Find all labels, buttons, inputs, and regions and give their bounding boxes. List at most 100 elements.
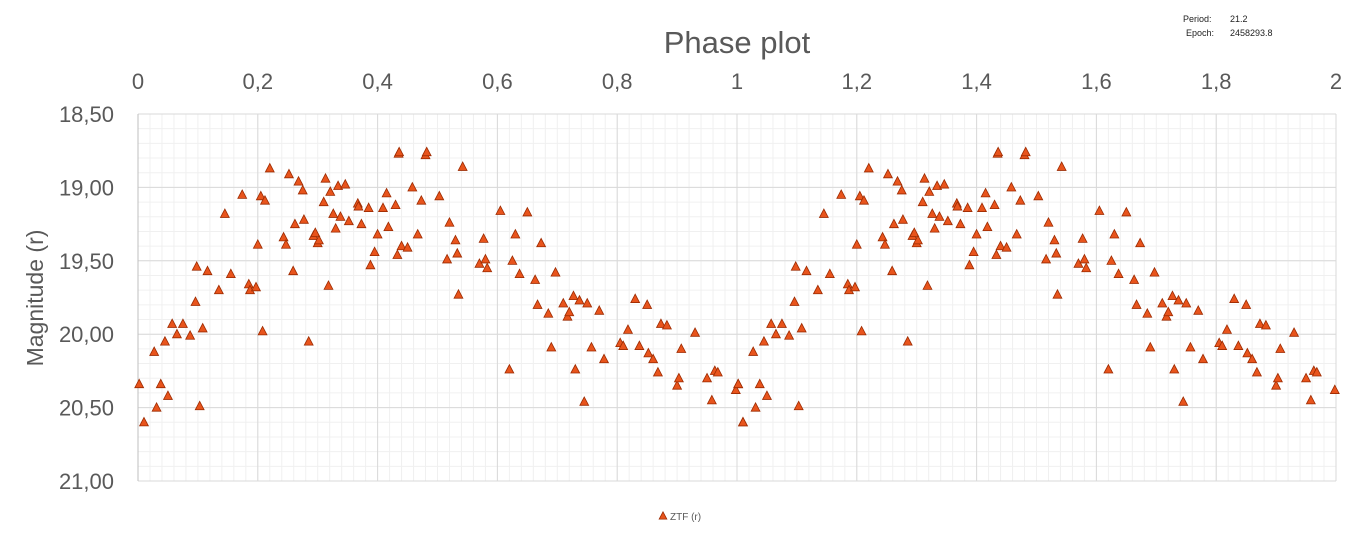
- data-point: [1157, 297, 1168, 308]
- data-point: [369, 246, 380, 256]
- data-point: [278, 231, 289, 242]
- data-point: [1254, 318, 1265, 328]
- data-point: [1163, 306, 1174, 317]
- x-tick-label: 0,8: [602, 69, 633, 94]
- data-point: [213, 284, 224, 295]
- data-point: [225, 268, 236, 279]
- data-point: [149, 346, 160, 356]
- data-point: [365, 259, 376, 270]
- data-point: [1109, 228, 1120, 239]
- data-point: [733, 378, 744, 389]
- data-point: [902, 335, 913, 346]
- data-point: [863, 162, 874, 173]
- data-point: [897, 214, 908, 224]
- data-point: [1149, 266, 1160, 277]
- data-point: [968, 246, 979, 256]
- data-point: [818, 208, 829, 218]
- data-point: [412, 228, 423, 239]
- data-point: [882, 168, 894, 179]
- data-point: [1121, 206, 1132, 217]
- data-point: [929, 222, 940, 233]
- data-point: [858, 194, 870, 205]
- data-point: [980, 187, 991, 198]
- data-point: [457, 161, 468, 171]
- x-tick-label: 1,6: [1081, 69, 1112, 94]
- data-point: [353, 200, 364, 211]
- data-point: [313, 234, 324, 245]
- data-point: [151, 401, 162, 412]
- data-point: [381, 187, 392, 198]
- data-point: [546, 341, 557, 352]
- data-point: [452, 247, 463, 258]
- data-point: [770, 328, 781, 339]
- data-point: [335, 211, 346, 221]
- data-point: [801, 265, 812, 276]
- data-point: [155, 378, 166, 389]
- data-point: [185, 330, 196, 340]
- data-point: [444, 216, 455, 227]
- data-point: [1229, 293, 1240, 303]
- data-point: [917, 196, 928, 207]
- data-point: [1142, 307, 1153, 318]
- data-point: [1241, 299, 1252, 309]
- data-point: [134, 378, 145, 389]
- x-tick-label: 1,2: [842, 69, 873, 94]
- data-point: [934, 211, 945, 221]
- data-point: [536, 237, 547, 248]
- period-label: Period:: [1183, 14, 1212, 24]
- data-point: [250, 281, 262, 292]
- data-point: [939, 178, 950, 189]
- data-point: [197, 322, 208, 333]
- data-point: [877, 231, 888, 242]
- data-point: [1167, 290, 1178, 301]
- data-point: [1135, 237, 1146, 248]
- data-point: [1051, 247, 1062, 258]
- data-point: [630, 293, 641, 303]
- data-point: [1145, 341, 1156, 352]
- data-point: [259, 194, 271, 205]
- data-point: [618, 340, 629, 350]
- data-point: [922, 280, 933, 290]
- x-tick-label: 0,6: [482, 69, 513, 94]
- data-point: [1221, 324, 1233, 334]
- data-point: [1271, 379, 1282, 390]
- data-point: [1193, 305, 1204, 315]
- chart-title: Phase plot: [664, 25, 811, 60]
- data-point: [1049, 234, 1060, 245]
- data-point: [343, 215, 354, 226]
- data-point: [514, 268, 525, 279]
- data-point: [879, 238, 891, 249]
- legend-label: ZTF (r): [670, 512, 701, 523]
- data-point: [952, 200, 963, 211]
- data-point: [1275, 343, 1286, 353]
- data-point: [896, 184, 907, 195]
- legend: ZTF (r): [658, 510, 701, 523]
- data-point: [1131, 299, 1142, 309]
- data-point: [1056, 161, 1067, 171]
- data-point: [761, 390, 773, 400]
- data-point: [264, 162, 275, 173]
- data-point: [416, 194, 427, 205]
- data-point: [190, 296, 201, 306]
- data-point: [737, 416, 749, 427]
- data-point: [673, 372, 684, 383]
- data-point: [748, 346, 759, 356]
- data-point: [257, 325, 268, 336]
- data-point: [1113, 268, 1124, 279]
- y-tick-label: 19,50: [59, 249, 114, 274]
- data-point: [363, 202, 374, 212]
- data-point: [1079, 253, 1090, 264]
- data-point: [310, 227, 321, 237]
- data-point: [1011, 228, 1022, 239]
- data-point: [971, 228, 982, 239]
- data-point: [754, 378, 765, 389]
- data-point: [298, 214, 309, 224]
- data-point: [177, 318, 188, 328]
- data-point: [887, 265, 898, 276]
- data-point: [1247, 353, 1258, 364]
- data-point: [812, 284, 823, 295]
- data-point: [706, 394, 717, 405]
- x-tick-label: 0,4: [362, 69, 393, 94]
- data-point: [849, 281, 861, 292]
